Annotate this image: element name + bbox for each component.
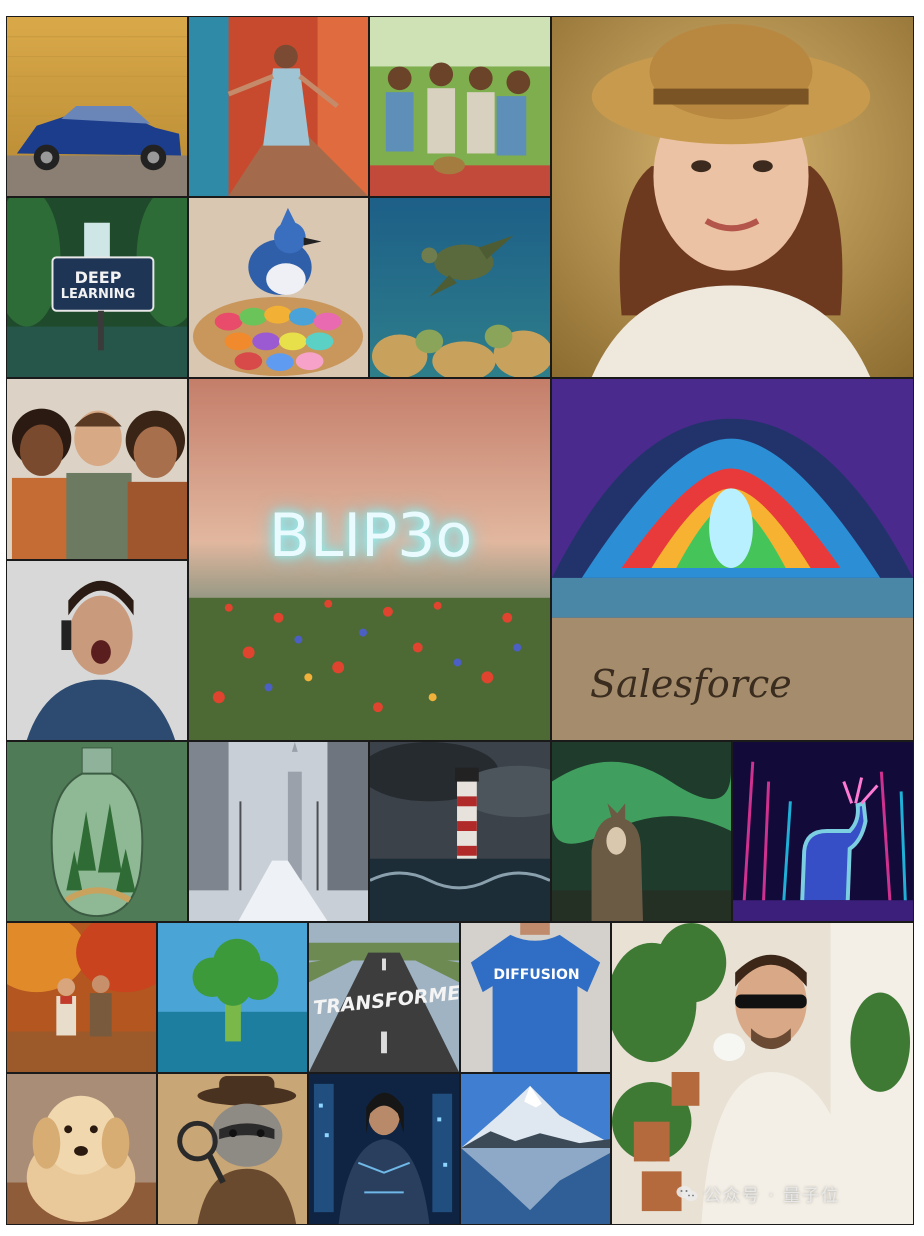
deep-learning-sign-line1: DEEP bbox=[74, 268, 122, 287]
tile-forest-bottle bbox=[6, 741, 188, 922]
tile-raccoon-detective bbox=[157, 1073, 308, 1225]
diffusion-shirt-text: DIFFUSION bbox=[493, 967, 580, 983]
picnic-friends-image bbox=[370, 17, 550, 196]
blue-sedan-image bbox=[7, 17, 187, 196]
dancing-woman-image bbox=[189, 17, 368, 196]
tile-three-friends bbox=[6, 378, 188, 560]
watermark-text: 公众号 · 量子位 bbox=[704, 1186, 841, 1206]
tile-blip3o-field: BLIP3o bbox=[188, 378, 551, 741]
salesforce-sand-text: Salesforce bbox=[590, 662, 792, 706]
tile-diffusion-shirt: DIFFUSION bbox=[460, 922, 611, 1073]
tile-coffee-man bbox=[611, 922, 914, 1225]
tile-blue-sedan bbox=[6, 16, 188, 197]
transformer-road-image bbox=[309, 923, 459, 1072]
cyber-woman-image bbox=[309, 1074, 459, 1224]
tile-salesforce-cave: Salesforce bbox=[551, 378, 914, 741]
tile-deep-learning-waterfall: DEEP LEARNING bbox=[6, 197, 188, 378]
mountain-lake-image bbox=[461, 1074, 610, 1224]
snowy-city-image bbox=[189, 742, 368, 921]
tile-autumn-couple bbox=[6, 922, 157, 1073]
tile-snowy-city bbox=[188, 741, 369, 922]
golden-retriever-image bbox=[7, 1074, 156, 1224]
tile-mountain-lake bbox=[460, 1073, 611, 1225]
tile-broccoli-sea bbox=[157, 922, 308, 1073]
forest-bottle-image bbox=[7, 742, 187, 921]
blip3o-title: BLIP3o bbox=[268, 501, 473, 571]
tile-phone-man bbox=[6, 560, 188, 741]
phone-man-image bbox=[7, 561, 187, 740]
tile-transformer-road: TRANSFORMER bbox=[308, 922, 460, 1073]
lighthouse-storm-image bbox=[370, 742, 550, 921]
tile-cyber-woman bbox=[308, 1073, 460, 1225]
wechat-icon bbox=[676, 1185, 698, 1201]
deep-learning-sign-line2: LEARNING bbox=[60, 287, 136, 302]
tile-sea-turtle bbox=[369, 197, 551, 378]
three-friends-image bbox=[7, 379, 187, 559]
wolf-aurora-image bbox=[552, 742, 731, 921]
neon-deer-image bbox=[733, 742, 913, 921]
raccoon-detective-image bbox=[158, 1074, 307, 1224]
deep-learning-waterfall-image bbox=[7, 198, 187, 377]
blip3o-field-image bbox=[189, 379, 550, 740]
broccoli-sea-image bbox=[158, 923, 307, 1072]
autumn-couple-image bbox=[7, 923, 156, 1072]
tile-straw-hat-woman bbox=[551, 16, 914, 378]
tile-blue-jay-macarons bbox=[188, 197, 369, 378]
tile-golden-retriever bbox=[6, 1073, 157, 1225]
tile-lighthouse-storm bbox=[369, 741, 551, 922]
tile-dancing-woman bbox=[188, 16, 369, 197]
salesforce-cave-image bbox=[552, 379, 913, 740]
tile-picnic-friends bbox=[369, 16, 551, 197]
straw-hat-woman-image bbox=[552, 17, 913, 377]
watermark: 公众号 · 量子位 bbox=[676, 1181, 840, 1206]
coffee-man-image bbox=[612, 923, 913, 1224]
diffusion-shirt-image bbox=[461, 923, 610, 1072]
tile-wolf-aurora bbox=[551, 741, 732, 922]
blue-jay-macarons-image bbox=[189, 198, 368, 377]
sea-turtle-image bbox=[370, 198, 550, 377]
tile-neon-deer bbox=[732, 741, 914, 922]
